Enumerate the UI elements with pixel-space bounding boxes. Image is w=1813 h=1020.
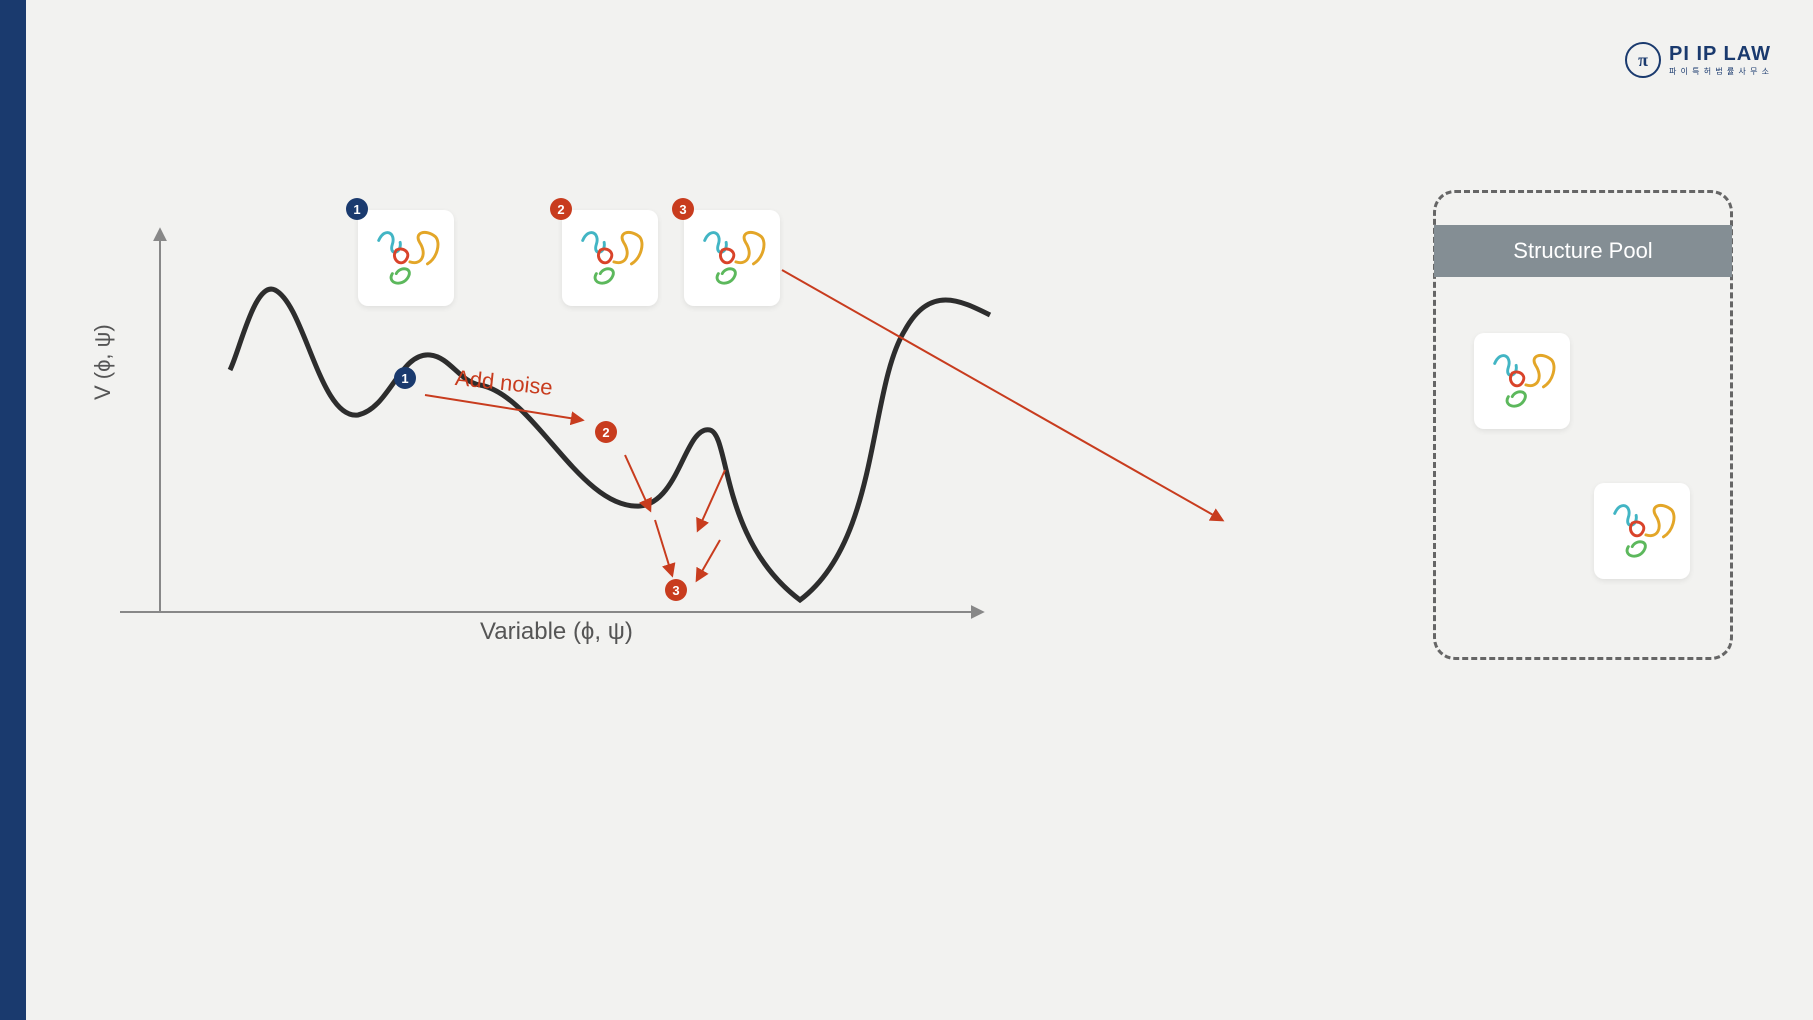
structure-pool-panel: Structure Pool — [1433, 190, 1733, 660]
thumb-badge-1: 1 — [346, 198, 368, 220]
pool-thumb-1 — [1474, 333, 1570, 429]
pool-thumb-2 — [1594, 483, 1690, 579]
thumb-badge-2: 2 — [550, 198, 572, 220]
structure-pool-title: Structure Pool — [1434, 225, 1732, 277]
curve-marker-3: 3 — [665, 579, 687, 601]
structure-thumb-3: 3 — [684, 210, 780, 306]
thumb-badge-3: 3 — [672, 198, 694, 220]
y-axis-label: V (ϕ, ψ) — [90, 324, 116, 400]
curve-marker-2: 2 — [595, 421, 617, 443]
curve-marker-1: 1 — [394, 367, 416, 389]
x-axis-label: Variable (ϕ, ψ) — [480, 618, 633, 646]
energy-curve — [230, 289, 990, 600]
structure-thumb-1: 1 — [358, 210, 454, 306]
structure-thumb-2: 2 — [562, 210, 658, 306]
